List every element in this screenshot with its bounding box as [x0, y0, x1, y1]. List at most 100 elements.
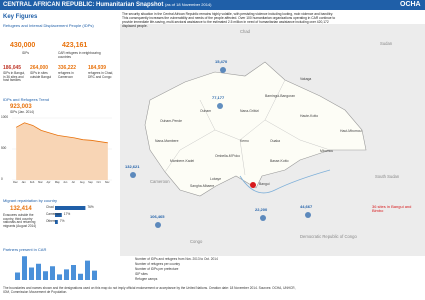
migrant-bar [55, 220, 58, 224]
y-tick-label: 500 [1, 146, 7, 150]
refugee-value: 106,465 [150, 214, 165, 219]
x-tick-label: Jul [71, 181, 75, 184]
legend-item: Number of refugees per country [135, 262, 181, 266]
partners-title: Partners present in CAR [3, 247, 47, 252]
legend-item: Refugee camps [135, 277, 158, 281]
migrant-bar [55, 206, 86, 210]
migrant-label: Cameroon [46, 212, 61, 216]
sites: 264,000 [30, 65, 49, 71]
idps: 430,000 [10, 42, 36, 49]
header-bar [0, 0, 425, 10]
trend-line [15, 122, 108, 144]
prefecture-label: Ouham [200, 109, 212, 113]
partner-bar [36, 263, 41, 280]
chad-label: refugees in Chad, DRC and Congo [88, 71, 114, 79]
prefecture-label: Ouham-Pende [160, 119, 183, 123]
legend-item: Number of IDPs and refugees from Nov. 20… [135, 257, 218, 261]
car-outline [144, 61, 367, 197]
title: CENTRAL AFRICAN REPUBLIC: Humanitarian S… [3, 1, 164, 8]
partner-bar [15, 272, 20, 280]
prefecture-label: Nana-Mambere [155, 139, 179, 143]
footer: The boundaries and names shown and the d… [3, 286, 296, 294]
migrant-value: 17% [63, 212, 71, 216]
prefecture-label: Bamingui-Bangoran [265, 94, 295, 98]
summary: The security situation in the Central Af… [122, 12, 336, 28]
idps-label: IDPs [22, 51, 29, 55]
prefecture-label: Mbomou [320, 149, 334, 153]
migrants-title: Migrant repatriation by country [3, 198, 58, 203]
bangui: 186,045 [3, 65, 22, 71]
partner-bar [50, 266, 55, 280]
key-figures-title: Key Figures [3, 14, 38, 20]
partner-bar [29, 267, 34, 280]
host-label: refugees in Cameroon [58, 71, 74, 79]
country-label: Chad [240, 29, 251, 34]
footer-bg [0, 283, 425, 300]
country-label: South Sudan [375, 174, 400, 179]
legend-item: IDP sites [135, 272, 148, 276]
refugees-label: CAR refugees in neighbouring countries [58, 51, 101, 59]
section-title: Refugees and Internal Displacement Peopl… [3, 23, 94, 28]
x-tick-label: Feb [29, 181, 35, 184]
x-tick-label: Aug [79, 181, 85, 184]
prefecture-label: Ouaka [270, 139, 280, 143]
prefecture-label: Haute-Kotto [300, 114, 319, 118]
refugee-value: 22,200 [255, 207, 268, 212]
x-tick-label: Jan [21, 181, 26, 184]
logo: OCHA [400, 1, 421, 8]
country-label: Sudan [380, 41, 393, 46]
refugee-bubble [305, 212, 311, 218]
x-tick-label: Oct [96, 181, 101, 184]
legend-item: Number of IDPs per prefecture [135, 267, 179, 271]
prefecture-label: Ombella-M'Poko [215, 154, 240, 158]
prefecture-label: Mambere-Kadei [170, 159, 195, 163]
prefecture-label: Basse-Kotto [270, 159, 289, 163]
x-tick-label: Nov [104, 181, 110, 184]
refugee-value: 132,621 [125, 164, 140, 169]
x-tick-label: Apr [46, 181, 51, 184]
migrant-value: 7% [59, 219, 65, 223]
bangui-label: IDPs in Bangui, in 36 sites and host fam… [3, 71, 25, 83]
refugees: 423,161 [62, 42, 88, 49]
sites-note: 36 sites in Bangui and Bimbo [372, 204, 412, 214]
refugee-value: 77,177 [212, 95, 225, 100]
prefecture-label: Haut-Mbomou [340, 129, 362, 133]
sites-label: IDPs in sites outside Bangui [30, 71, 52, 79]
migrant-value: 76% [87, 205, 94, 209]
partner-bar [43, 271, 48, 280]
y-tick-label: 0 [1, 177, 3, 181]
prefecture-label: Vakaga [300, 77, 312, 81]
country-label: Congo [190, 239, 203, 244]
chad: 184,939 [88, 65, 107, 71]
x-tick-label: May [54, 181, 60, 184]
prefecture-label: Sangha-Mbaere [190, 184, 215, 188]
trend-total: 923,003 [10, 104, 32, 110]
bangui-marker [250, 182, 256, 188]
refugee-bubble [217, 103, 223, 109]
trend-area [16, 122, 108, 180]
partner-bar [57, 274, 62, 280]
refugee-value: 44,667 [300, 204, 313, 209]
trend-title: IDPs and Refugees Trend [3, 97, 50, 102]
x-tick-label: Jun [63, 181, 68, 184]
river [239, 169, 331, 194]
country-label: Democratic Republic of Congo [300, 234, 357, 239]
refugee-value: 15,470 [215, 59, 228, 64]
partner-bar [85, 260, 90, 280]
prefecture-label: Lobaye [210, 177, 222, 181]
prefecture-label: Bangui [259, 182, 270, 186]
x-tick-label: Dec [13, 181, 18, 184]
country-label: Cameroon [150, 179, 170, 184]
refugee-bubble [260, 215, 266, 221]
x-tick-label: Sep [88, 181, 93, 184]
migrants-total: 132,414 [10, 206, 32, 212]
host: 336,222 [58, 65, 77, 71]
prefecture-label: Nana-Gribizi [240, 109, 259, 113]
refugee-bubble [130, 172, 136, 178]
x-tick-label: Mar [38, 181, 43, 184]
partner-bar [78, 273, 83, 280]
migrant-bar [55, 213, 62, 217]
trend-total-label: IDPs (Jan. 2014) [10, 110, 34, 114]
